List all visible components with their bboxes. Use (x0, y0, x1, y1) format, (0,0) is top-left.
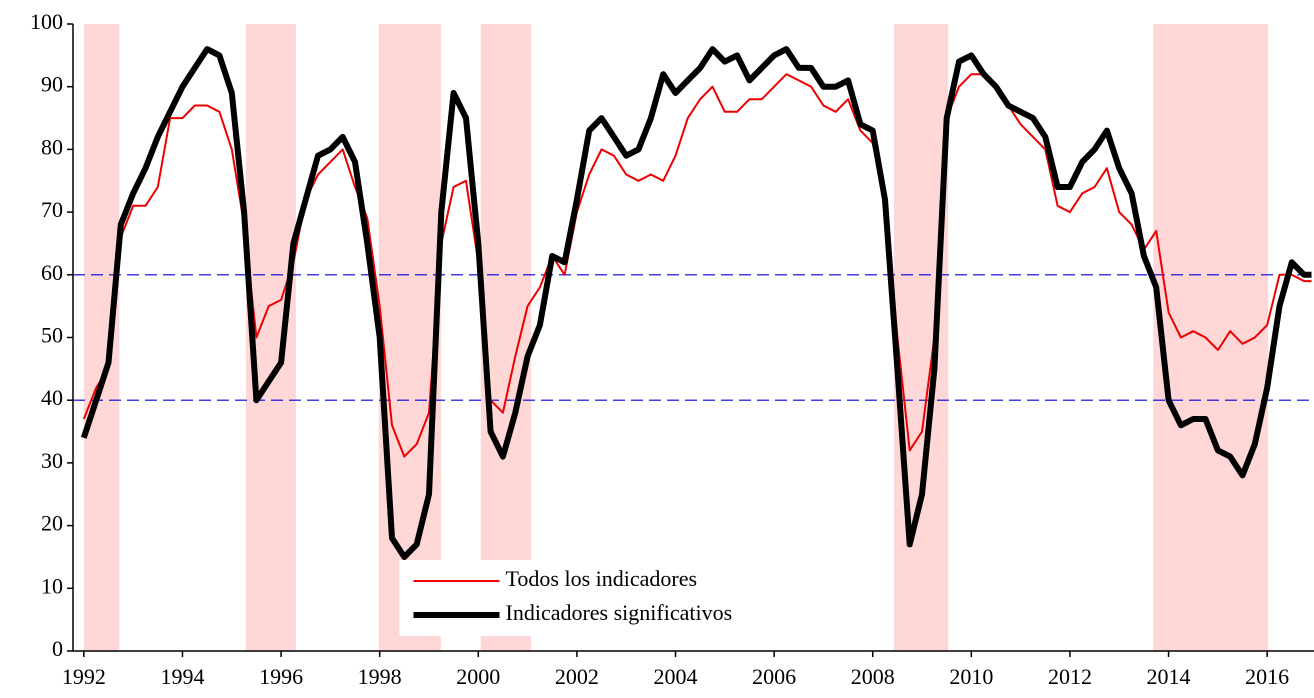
x-tick-label: 2008 (851, 664, 895, 689)
x-tick-label: 2012 (1048, 664, 1092, 689)
y-tick-label: 100 (30, 9, 63, 34)
x-tick-label: 1996 (259, 664, 303, 689)
y-tick-label: 20 (41, 511, 63, 536)
shaded-range (1153, 24, 1269, 651)
y-tick-label: 30 (41, 448, 63, 473)
x-tick-label: 2004 (654, 664, 698, 689)
x-tick-label: 2000 (456, 664, 500, 689)
shaded-range (893, 24, 949, 651)
x-tick-label: 2016 (1245, 664, 1289, 689)
x-tick-label: 1994 (160, 664, 204, 689)
y-tick-label: 90 (41, 72, 63, 97)
legend-label: Indicadores significativos (506, 600, 733, 625)
shaded-range (378, 24, 441, 651)
y-tick-label: 50 (41, 323, 63, 348)
y-tick-label: 60 (41, 260, 63, 285)
x-tick-label: 1992 (62, 664, 106, 689)
y-tick-label: 10 (41, 573, 63, 598)
y-tick-label: 80 (41, 134, 63, 159)
x-tick-label: 2010 (949, 664, 993, 689)
shaded-range (83, 24, 120, 651)
x-tick-label: 2002 (555, 664, 599, 689)
y-tick-label: 40 (41, 385, 63, 410)
x-tick-label: 2014 (1147, 664, 1191, 689)
y-tick-label: 0 (52, 636, 63, 661)
legend-box (399, 560, 808, 636)
x-tick-label: 1998 (358, 664, 402, 689)
series-line (80, 46, 1312, 560)
x-tick-label: 2006 (752, 664, 796, 689)
y-tick-label: 70 (41, 197, 63, 222)
shaded-range (480, 24, 532, 651)
legend-label: Todos los indicadores (506, 566, 698, 591)
